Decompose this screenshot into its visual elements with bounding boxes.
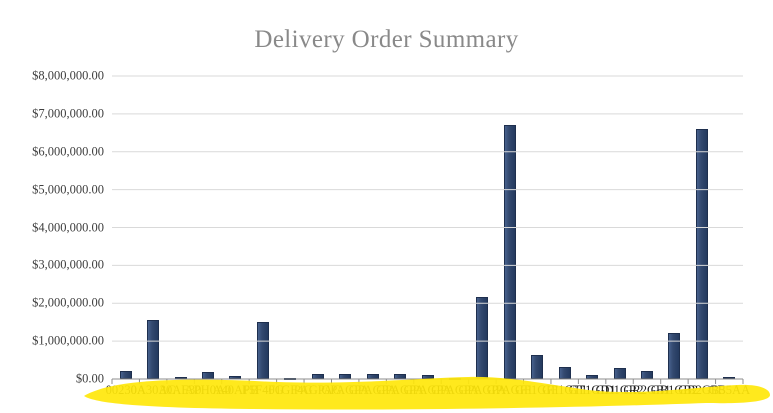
y-axis-label: $6,000,000.00: [32, 144, 104, 159]
y-axis-label: $0.00: [75, 371, 104, 386]
y-axis-label: $1,000,000.00: [32, 333, 104, 348]
bar: [723, 376, 736, 379]
bar: [202, 372, 215, 379]
bar: [668, 333, 681, 379]
bar: [503, 125, 516, 379]
y-axis-label: $8,000,000.00: [32, 68, 104, 83]
bar: [613, 367, 626, 379]
chart-title: Delivery Order Summary: [254, 26, 519, 53]
bar: [339, 374, 352, 379]
bar: [558, 366, 571, 379]
bar: [531, 354, 544, 379]
y-axis-label: $4,000,000.00: [32, 220, 104, 234]
highlighter-stroke: [84, 376, 770, 410]
bar: [695, 129, 708, 379]
bar: [366, 373, 379, 379]
y-axis-label: $2,000,000.00: [32, 295, 104, 310]
bar: [147, 320, 160, 379]
bar: [421, 374, 434, 379]
y-axis-label: $5,000,000.00: [32, 182, 104, 197]
y-axis-label: $3,000,000.00: [32, 257, 104, 272]
y-axis-label: $7,000,000.00: [32, 106, 104, 121]
